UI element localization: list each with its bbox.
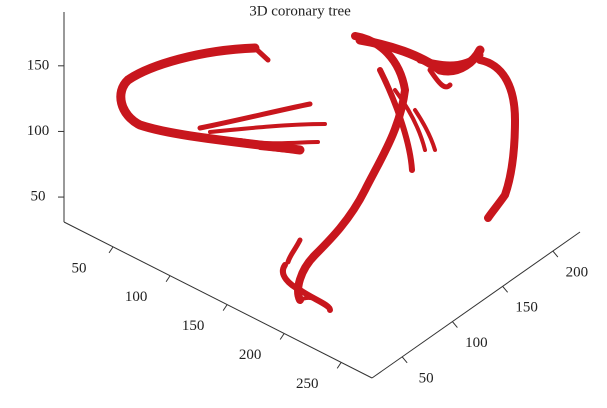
- chart-title: 3D coronary tree: [249, 3, 351, 19]
- x-tick: [337, 362, 341, 368]
- x-tick: [223, 305, 227, 311]
- z-tick-label: 100: [27, 123, 50, 139]
- x-tick: [109, 247, 113, 253]
- x-tick-label: 100: [125, 289, 148, 305]
- x-tick-label: 50: [72, 260, 87, 276]
- y-tick-label: 200: [566, 264, 589, 280]
- y-tick: [452, 322, 457, 328]
- z-tick-label: 50: [31, 189, 46, 205]
- x-tick: [166, 276, 170, 282]
- x-tick-label: 150: [182, 318, 205, 334]
- x-tick: [280, 334, 284, 340]
- coronary-tree: [121, 36, 515, 310]
- y-tick-label: 150: [515, 300, 538, 316]
- x-tick-label: 250: [296, 376, 319, 392]
- y-tick-label: 100: [465, 335, 488, 351]
- y-tick-label: 50: [419, 370, 434, 386]
- x-tick-label: 200: [239, 347, 262, 363]
- y-tick: [503, 286, 508, 292]
- y-axis: [372, 232, 580, 378]
- y-tick: [402, 357, 407, 363]
- chart: 3D coronary tree 50 100 150 50 100 150 200 250 5…: [0, 0, 607, 408]
- z-tick-label: 150: [27, 57, 50, 73]
- y-tick: [553, 251, 558, 257]
